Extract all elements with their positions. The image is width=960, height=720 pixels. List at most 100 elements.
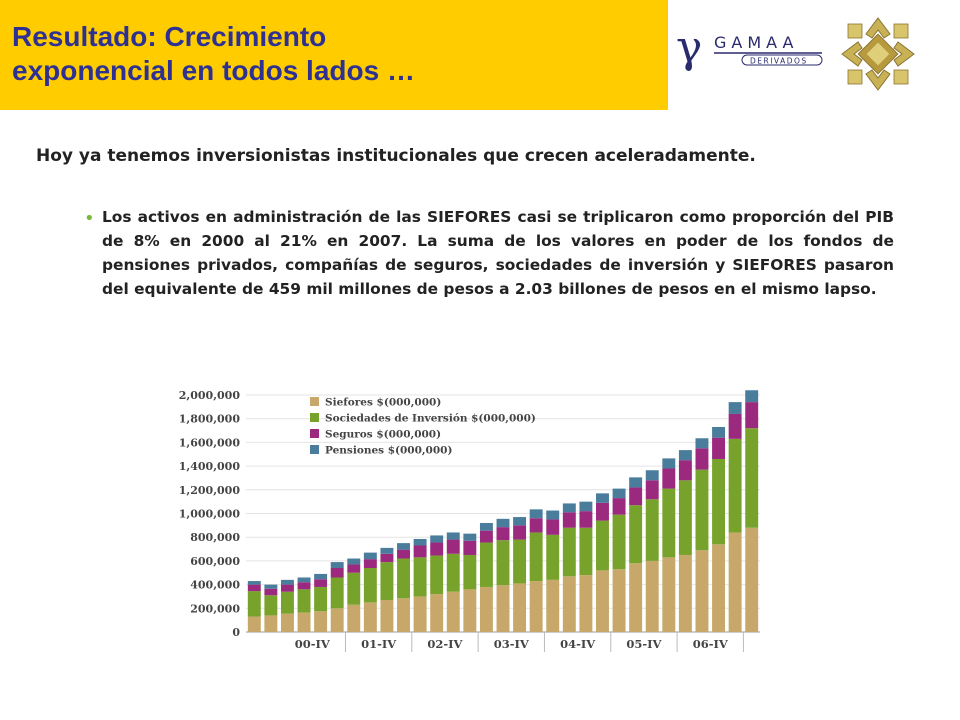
y-tick-label: 1,000,000 [179,508,241,521]
bar-segment [529,532,543,582]
y-tick-label: 1,400,000 [179,460,241,473]
bar-segment [247,591,261,617]
bar-group [513,517,527,632]
bar-segment [678,480,692,555]
bar-segment [247,616,261,632]
y-tick-label: 1,200,000 [179,484,241,497]
bar-segment [579,511,593,528]
legend-swatch [310,413,319,422]
bar-segment [479,542,493,587]
bar-segment [397,558,410,599]
bar-segment [513,583,527,632]
legend-label: Sociedades de Inversión $(000,000) [325,413,536,425]
page-title: Resultado: Crecimiento exponencial en to… [12,20,415,88]
bar-group [546,510,560,632]
stacked-bar-chart: 0 200,000 400,000 600,000 800,000 1,000,000 1,… [179,389,760,652]
bar-segment [314,573,328,580]
bar-segment [413,557,427,597]
section-subtitle: Hoy ya tenemos inversionistas institucio… [36,146,756,166]
bar-group [579,501,593,632]
bar-segment [612,514,626,570]
bar-segment [397,549,410,559]
bar-group [280,579,294,632]
bar-segment [546,579,560,632]
bar-segment [496,518,510,528]
bar-segment [712,544,726,632]
bar-group [745,390,759,632]
bar-segment [562,527,576,577]
bar-segment [745,402,759,429]
bar-group [363,552,377,632]
bar-segment [645,470,659,481]
bar-segment [695,438,709,449]
bar-group [596,493,609,632]
bar-segment [380,553,394,563]
bar-segment [496,585,510,632]
bar-segment [629,563,643,632]
bar-segment [330,568,344,578]
bar-segment [413,545,427,558]
bar-segment [479,522,493,531]
bar-segment [662,468,676,489]
bar-segment [695,550,709,632]
bar-segment [247,584,261,592]
bar-segment [264,615,278,632]
bar-segment [579,501,593,512]
bar-segment [463,554,477,590]
bar-group [479,522,493,632]
x-tick-label: 05-IV [626,637,662,651]
bar-segment [662,557,676,632]
bar-segment [562,576,576,632]
bar-segment [347,564,361,573]
gamaa-logo-name: GAMAA [714,33,798,52]
bar-segment [728,438,742,533]
bar-segment [330,577,344,609]
bar-segment [496,527,510,541]
bar-group [562,503,576,632]
bar-segment [280,613,294,632]
bar-segment [546,534,560,580]
bar-group [330,562,344,632]
bar-group [662,458,676,632]
bar-segment [347,572,361,605]
legend-label: Seguros $(000,000) [325,429,441,441]
bar-group [712,426,726,632]
bar-group [247,581,261,632]
bar-segment [314,611,328,632]
bar-segment [363,552,377,560]
bar-segment [413,538,427,546]
x-tick-label: 06-IV [693,637,729,651]
bullet-paragraph: Los activos en administración de las SIE… [102,208,894,298]
bar-segment [297,577,311,583]
y-tick-label: 0 [232,626,240,639]
bar-segment [728,532,742,632]
bar-segment [546,519,560,535]
bar-segment [745,527,759,632]
bar-segment [579,575,593,632]
bar-segment [280,591,294,614]
x-tick-label: 00-IV [295,637,331,651]
bar-segment [380,600,394,632]
bar-segment [596,493,609,503]
bar-segment [330,608,344,632]
x-tick-label: 02-IV [427,637,463,651]
bar-group [678,450,692,632]
bar-group [463,533,477,632]
bar-segment [330,562,344,569]
y-tick-label: 2,000,000 [179,389,241,402]
bar-group [430,535,444,632]
bar-segment [678,450,692,461]
bar-segment [264,588,278,596]
bar-segment [695,448,709,470]
bar-segment [645,560,659,632]
bar-segment [612,498,626,515]
y-axis-ticks: 0 200,000 400,000 600,000 800,000 1,000,000 1,… [179,389,241,639]
bar-segment [529,581,543,632]
bar-group [380,547,394,632]
page-title-line-1: Resultado: Crecimiento [12,21,327,52]
bar-segment [314,579,328,587]
bar-segment [612,569,626,632]
gamaa-gamma-symbol: γ [676,22,702,73]
bar-segment [695,469,709,551]
legend-swatch [310,429,319,438]
